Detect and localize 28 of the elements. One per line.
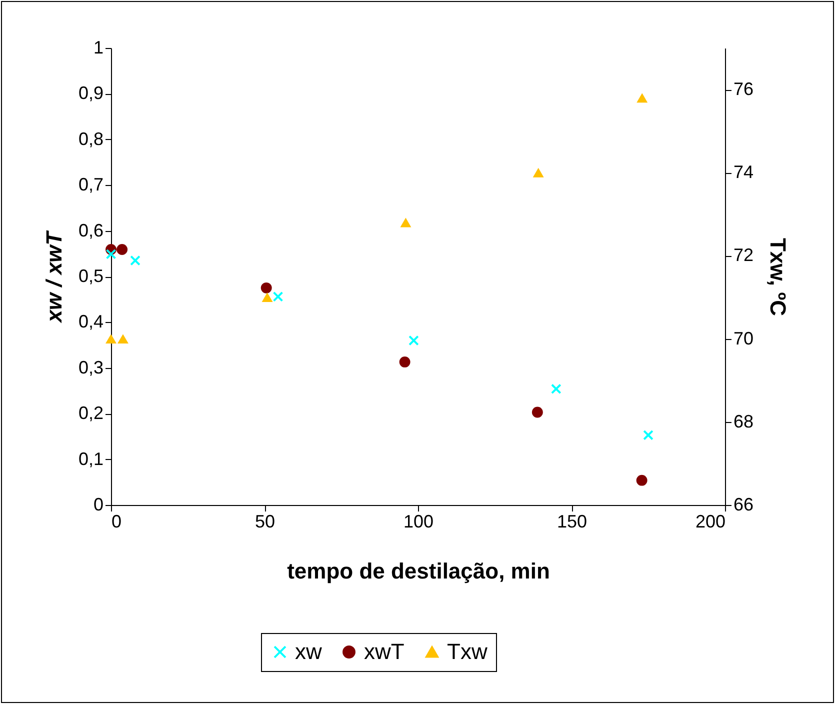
x-axis-title: tempo de destilação, min	[287, 558, 550, 584]
y2-tick-label: 72	[734, 245, 754, 266]
y2-tick-label: 68	[734, 411, 754, 432]
x-tick-label: 200	[695, 512, 726, 532]
x-tick-label: 150	[556, 512, 588, 532]
legend-label: xwT	[364, 639, 404, 664]
y-tick-label: 0	[93, 494, 104, 514]
legend-label: xw	[295, 639, 322, 664]
y-tick-label: 0,1	[78, 448, 104, 469]
y-tick-label: 0,9	[78, 83, 104, 104]
x-tick-label: 100	[403, 512, 434, 532]
y2-tick-label: 76	[734, 79, 754, 100]
y-axis-title: xw / xwT	[41, 230, 66, 324]
y2-tick-label: 74	[734, 162, 754, 182]
y-tick-label: 0,4	[78, 312, 104, 332]
y-tick-label: 0,8	[78, 128, 104, 149]
y-tick-label: 0,2	[78, 403, 104, 424]
y2-axis-title: Txw, ºC	[766, 238, 791, 316]
y-tick-label: 1	[93, 38, 104, 58]
y-tick-label: 0,7	[78, 174, 104, 195]
legend-label: Txw	[447, 639, 488, 664]
y2-tick-label: 66	[734, 494, 754, 514]
x-tick-label: 50	[254, 512, 276, 532]
x-tick-label: 0	[112, 512, 122, 532]
y-tick-label: 0,6	[78, 220, 104, 240]
y2-tick-label: 70	[734, 328, 754, 348]
y-tick-label: 0,3	[78, 357, 104, 378]
y-tick-label: 0,5	[78, 266, 104, 286]
